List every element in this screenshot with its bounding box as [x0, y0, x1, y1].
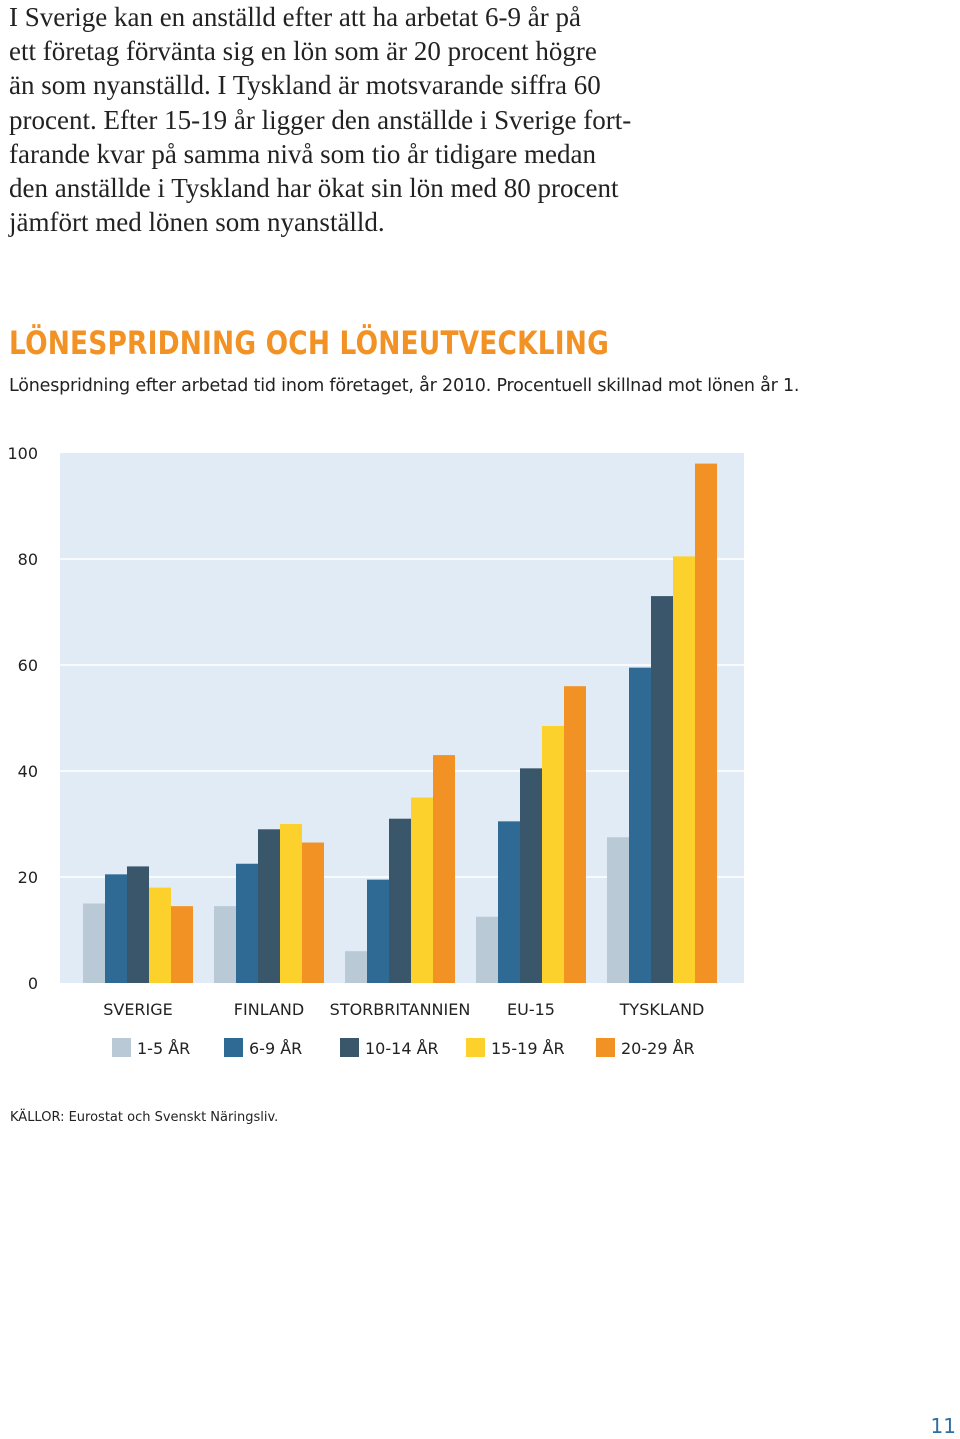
legend-swatch	[112, 1038, 131, 1057]
intro-line: farande kvar på samma nivå som tio år ti…	[9, 138, 597, 169]
intro-line: I Sverige kan en anställd efter att ha a…	[9, 2, 581, 32]
bar	[149, 887, 171, 983]
legend-swatch	[340, 1038, 359, 1057]
bar	[607, 837, 629, 983]
legend-label: 1-5 ÅR	[137, 1039, 190, 1058]
x-category-label: TYSKLAND	[619, 1000, 705, 1019]
bar	[411, 797, 433, 983]
intro-line: den anställde i Tyskland har ökat sin lö…	[9, 173, 619, 204]
legend-swatch	[596, 1038, 615, 1057]
y-tick-label: 100	[7, 444, 38, 463]
legend-label: 15-19 ÅR	[491, 1039, 565, 1058]
bar	[498, 821, 520, 983]
y-tick-label: 60	[18, 656, 38, 675]
intro-line: än som nyanställd. I Tyskland är motsvar…	[9, 70, 601, 101]
bar	[345, 951, 367, 983]
intro-text: I Sverige kan en anställd efter att ha a…	[9, 0, 709, 239]
source-note: KÄLLOR: Eurostat och Svenskt Näringsliv.	[10, 1110, 279, 1125]
bar	[214, 906, 236, 983]
y-tick-label: 40	[18, 762, 38, 781]
bar	[629, 667, 651, 983]
bar	[542, 725, 564, 983]
x-category-label: SVERIGE	[103, 1000, 173, 1019]
y-tick-label: 20	[18, 868, 38, 887]
legend-swatch	[224, 1038, 243, 1057]
bar	[171, 906, 193, 983]
bar	[651, 596, 673, 983]
bar	[564, 686, 586, 983]
bar	[433, 755, 455, 983]
bar	[302, 842, 324, 983]
bar	[236, 863, 258, 983]
x-category-label: EU-15	[507, 1000, 555, 1019]
bar	[673, 556, 695, 983]
bar	[105, 874, 127, 983]
bar	[280, 824, 302, 983]
intro-line: jämfört med lönen som nyanställd.	[9, 207, 385, 238]
intro-paragraph: I Sverige kan en anställd efter att ha a…	[9, 0, 709, 239]
chart-subtitle: Lönespridning efter arbetad tid inom för…	[9, 376, 800, 396]
legend-label: 6-9 ÅR	[249, 1039, 302, 1058]
x-category-label: FINLAND	[234, 1000, 304, 1019]
x-category-label: STORBRITANNIEN	[330, 1000, 471, 1019]
bar	[83, 903, 105, 983]
bar	[389, 818, 411, 983]
bar	[520, 768, 542, 983]
legend-label: 20-29 ÅR	[621, 1039, 695, 1058]
y-tick-label: 80	[18, 550, 38, 569]
page-number: 11	[930, 1414, 956, 1438]
bar	[476, 916, 498, 983]
bar	[258, 829, 280, 983]
intro-line: ett företag förvänta sig en lön som är 2…	[9, 36, 597, 67]
legend-label: 10-14 ÅR	[365, 1039, 439, 1058]
bar	[695, 463, 717, 984]
chart-title: LÖNESPRIDNING OCH LÖNEUTVECKLING	[9, 324, 609, 362]
bar-chart: 0 20 40 60 80 100 SVERIGE FINLAND STORBRITANNIEN…	[7, 444, 744, 1058]
intro-line: procent. Efter 15-19 år ligger den anstä…	[9, 104, 632, 135]
y-tick-label: 0	[28, 974, 38, 993]
bar	[127, 866, 149, 983]
bar	[367, 879, 389, 983]
legend-swatch	[466, 1038, 485, 1057]
